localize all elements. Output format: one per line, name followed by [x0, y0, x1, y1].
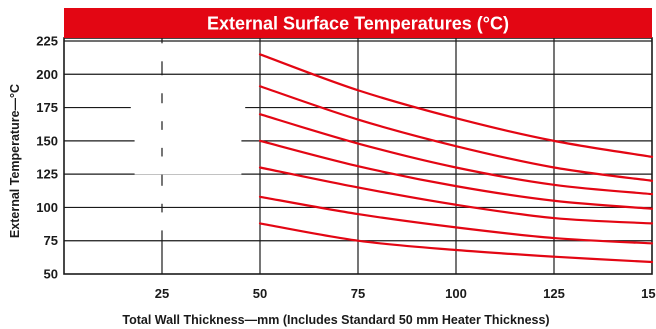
x-tick-label: 50	[253, 286, 267, 301]
y-tick-label: 200	[36, 67, 58, 82]
series-label-bg	[134, 156, 242, 175]
y-tick-label: 75	[44, 233, 58, 248]
series-group	[258, 53, 654, 264]
x-tick-label: 25	[155, 286, 169, 301]
x-tick-label: 125	[543, 286, 565, 301]
y-tick-label: 125	[36, 167, 58, 182]
series-label-bg	[134, 129, 242, 148]
label-group	[130, 43, 246, 231]
series-line	[258, 53, 654, 158]
y-tick-label: 100	[36, 200, 58, 215]
x-axis-label: Total Wall Thickness—mm (Includes Standa…	[122, 313, 549, 327]
series-line	[258, 195, 654, 245]
series-line	[258, 222, 654, 264]
y-axis-label: External Temperature—°C	[8, 84, 22, 238]
series-label-bg	[134, 212, 242, 231]
title-bar	[64, 8, 652, 38]
y-tick-label: 175	[36, 100, 58, 115]
y-tick-label: 50	[44, 267, 58, 282]
chart-title: External Surface Temperatures (°C)	[207, 14, 509, 34]
series-line	[258, 139, 654, 210]
x-tick-label: 75	[351, 286, 365, 301]
series-label-bg	[130, 75, 246, 94]
tick-group: 25 50 75 100 125 150 50 75 100 125 150 175 200 225	[36, 34, 656, 302]
y-tick-label: 150	[36, 133, 58, 148]
x-tick-label: 100	[445, 286, 467, 301]
y-tick-label: 225	[36, 34, 58, 49]
series-label-bg	[134, 185, 242, 204]
series-line	[258, 85, 654, 182]
x-tick-label: 150	[641, 286, 656, 301]
series-label-bg	[130, 103, 246, 122]
series-line	[258, 166, 654, 225]
series-line	[258, 113, 654, 196]
series-label-bg	[130, 43, 246, 62]
